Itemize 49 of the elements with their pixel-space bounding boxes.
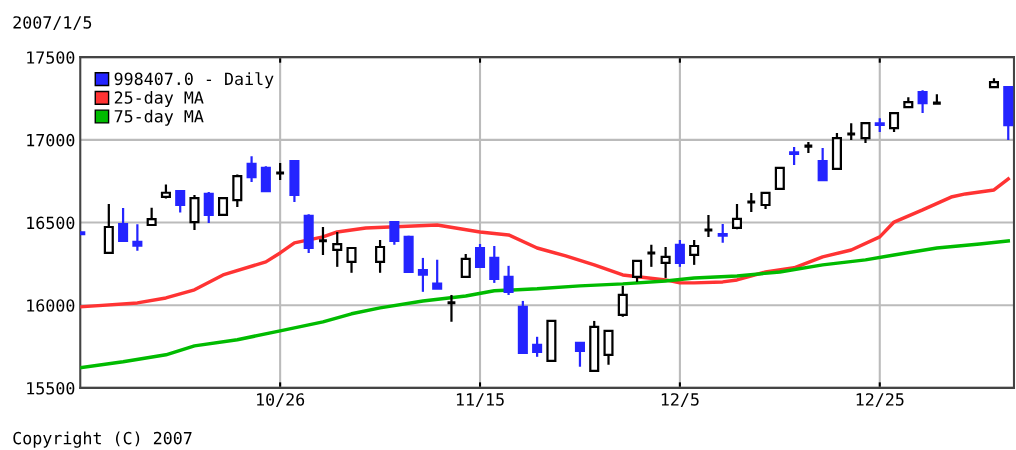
candlestick: [617, 284, 628, 318]
legend-label: 998407.0 - Daily: [114, 72, 274, 89]
candlestick: [346, 246, 357, 274]
chart-title: 2007/1/5: [13, 16, 92, 31]
text: Copyright (C) 2007: [13, 431, 192, 448]
candlestick: [246, 155, 257, 184]
candlestick: [432, 258, 443, 290]
candlestick: [632, 259, 643, 283]
y-tick-label: 17000: [27, 133, 75, 147]
y-tick-label: 17500: [27, 51, 75, 64]
candlestick: [731, 202, 743, 231]
candlestick: [889, 111, 900, 134]
y-tick-label: 16500: [27, 216, 75, 230]
candlestick: [189, 193, 200, 232]
candlestick: [689, 238, 700, 266]
candlestick: [817, 147, 828, 182]
x-tick-label: 11/15: [456, 393, 504, 408]
y-tick-label: 15500: [27, 381, 75, 395]
x-tick-label: 12/25: [856, 393, 904, 408]
x-tick-label: 10/26: [257, 393, 305, 408]
candlestick: [860, 122, 871, 145]
candlestick: [574, 341, 585, 368]
candlestick: [332, 230, 343, 268]
candlestick: [489, 244, 500, 284]
candlestick: [474, 242, 486, 268]
candlestick: [774, 166, 785, 191]
candlestick: [375, 238, 386, 274]
y-tick-label: 16000: [27, 299, 75, 312]
candlestick: [232, 173, 243, 209]
candlestick: [674, 238, 685, 268]
candlestick: [603, 329, 614, 366]
candlestick: [175, 189, 186, 214]
x-tick-label: 12/5: [661, 393, 699, 408]
candlestick: [660, 245, 671, 280]
candlestick: [203, 190, 214, 225]
candlestick: [503, 264, 514, 297]
candlestick: [717, 222, 728, 244]
line-series: [80, 239, 1010, 370]
candlestick: [260, 165, 271, 193]
candlestick: [460, 252, 471, 279]
candlestick: [389, 220, 400, 246]
legend-label: 25-day MA: [114, 90, 204, 108]
candlestick: [532, 335, 543, 358]
candlestick: [917, 89, 928, 115]
candlestick: [417, 256, 428, 293]
line-series: [80, 177, 1010, 309]
candlestick: [118, 206, 129, 242]
candlestick: [132, 223, 143, 252]
legend-label: 75-day MA: [114, 109, 204, 126]
